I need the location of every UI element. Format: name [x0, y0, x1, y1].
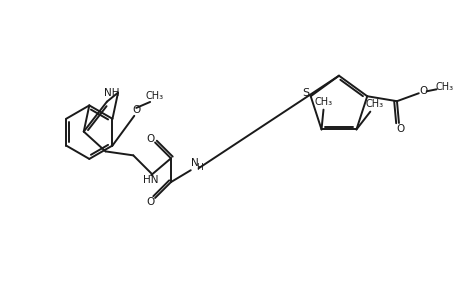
- Text: NH: NH: [104, 88, 120, 98]
- Text: CH₃: CH₃: [364, 99, 382, 109]
- Text: S: S: [302, 88, 308, 98]
- Text: H: H: [196, 163, 202, 172]
- Text: N: N: [190, 158, 198, 168]
- Text: O: O: [132, 105, 140, 115]
- Text: HN: HN: [143, 175, 158, 185]
- Text: CH₃: CH₃: [145, 91, 163, 101]
- Text: O: O: [146, 197, 154, 207]
- Text: O: O: [396, 124, 404, 134]
- Text: O: O: [419, 86, 427, 96]
- Text: O: O: [146, 134, 154, 143]
- Text: CH₃: CH₃: [314, 97, 332, 107]
- Text: CH₃: CH₃: [435, 82, 453, 92]
